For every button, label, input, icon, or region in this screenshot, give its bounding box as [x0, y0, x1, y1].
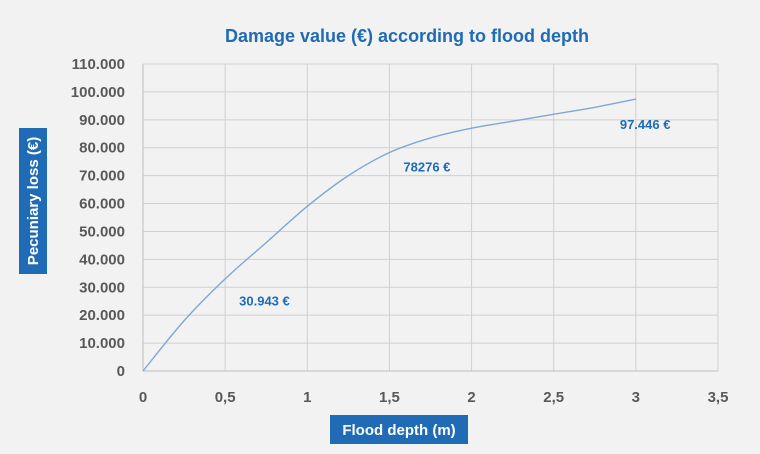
y-tick-label: 60.000	[79, 196, 125, 213]
data-label: 30.943 €	[239, 294, 290, 309]
y-tick-label: 110.000	[72, 56, 125, 73]
x-axis-label: Flood depth (m)	[342, 422, 455, 439]
y-tick-label: 30.000	[79, 279, 125, 296]
x-tick-label: 3,5	[708, 389, 729, 406]
x-tick-label: 0,5	[215, 389, 236, 406]
data-label: 78276 €	[403, 160, 450, 175]
x-tick-label: 2	[467, 389, 475, 406]
x-axis-title-box	[330, 415, 468, 444]
x-tick-label: 0	[139, 389, 147, 406]
x-tick-label: 3	[632, 389, 640, 406]
y-axis-title-box	[19, 128, 47, 274]
y-tick-label: 80.000	[79, 140, 125, 157]
y-tick-label: 90.000	[79, 112, 125, 129]
y-tick-label: 40.000	[79, 251, 125, 268]
axes	[142, 64, 718, 372]
y-axis-title: Pecuniary loss (€)	[19, 128, 47, 274]
x-tick-label: 1	[303, 389, 311, 406]
x-axis-title: Flood depth (m)	[330, 415, 468, 444]
y-tick-label: 100.000	[71, 84, 125, 101]
y-tick-label: 70.000	[79, 168, 125, 185]
x-tick-label: 2,5	[543, 389, 564, 406]
series-line	[142, 98, 636, 372]
x-tick-label: 1,5	[379, 389, 400, 406]
data-labels: 30.943 € 78276 € 97.446 €	[239, 117, 670, 309]
chart-title: Damage value (€) according to flood dept…	[225, 26, 589, 46]
y-tick-label: 50.000	[79, 223, 125, 240]
y-axis-label: Pecuniary loss (€)	[25, 137, 42, 265]
y-tick-label: 10.000	[79, 335, 125, 352]
series-layer	[142, 98, 636, 372]
gridlines	[143, 63, 719, 371]
y-tick-label: 20.000	[79, 307, 125, 324]
data-label: 97.446 €	[620, 117, 671, 132]
tick-labels: 0 10.000 20.000 30.000 40.000 50.000 60.000 70.…	[71, 56, 729, 406]
y-tick-label: 0	[117, 363, 125, 380]
